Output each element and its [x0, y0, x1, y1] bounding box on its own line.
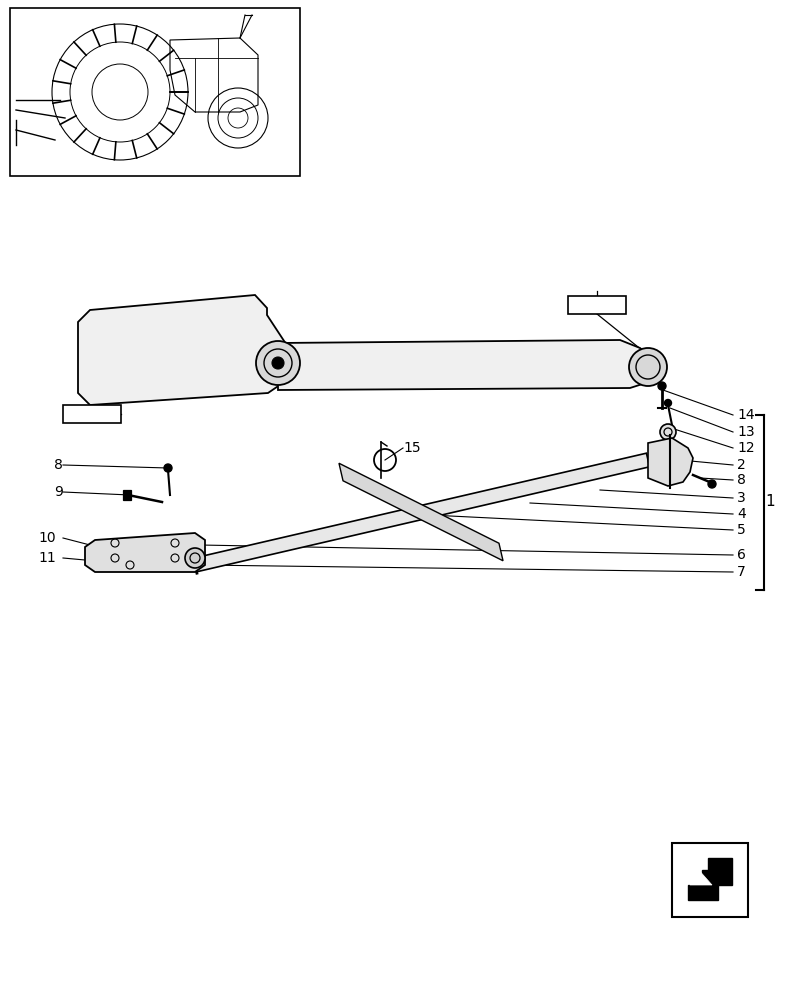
Text: 10: 10 — [38, 531, 56, 545]
Polygon shape — [278, 340, 655, 390]
Text: 5: 5 — [737, 523, 746, 537]
Bar — [125, 338, 193, 380]
Text: 1.89.6: 1.89.6 — [72, 408, 112, 420]
Text: 11: 11 — [38, 551, 56, 565]
Polygon shape — [78, 295, 290, 405]
Text: 15: 15 — [403, 441, 421, 455]
Bar — [123, 490, 131, 500]
Text: 12: 12 — [737, 441, 755, 455]
Polygon shape — [85, 533, 205, 572]
Circle shape — [164, 464, 172, 472]
Text: 6: 6 — [737, 548, 746, 562]
Circle shape — [658, 382, 666, 390]
Polygon shape — [690, 860, 712, 885]
Text: 14: 14 — [737, 408, 755, 422]
Circle shape — [664, 399, 671, 406]
Bar — [63, 405, 121, 423]
Polygon shape — [648, 438, 693, 486]
Text: 4: 4 — [737, 507, 746, 521]
Text: 13: 13 — [737, 425, 755, 439]
Text: 8: 8 — [54, 458, 63, 472]
Circle shape — [660, 424, 676, 440]
Circle shape — [185, 548, 205, 568]
Circle shape — [708, 480, 716, 488]
Polygon shape — [193, 453, 650, 572]
Bar — [672, 843, 748, 917]
Circle shape — [256, 341, 300, 385]
Bar — [568, 296, 626, 314]
Text: 1: 1 — [765, 494, 775, 510]
Text: 3: 3 — [737, 491, 746, 505]
Bar — [634, 360, 644, 375]
Text: 1.89.6: 1.89.6 — [577, 298, 617, 312]
Polygon shape — [688, 858, 732, 900]
Circle shape — [272, 357, 284, 369]
Text: 9: 9 — [54, 485, 63, 499]
Bar — [10, 8, 300, 176]
Text: 2: 2 — [737, 458, 746, 472]
Text: 8: 8 — [737, 473, 746, 487]
Circle shape — [629, 348, 667, 386]
Text: 7: 7 — [737, 565, 746, 579]
Polygon shape — [339, 463, 503, 561]
